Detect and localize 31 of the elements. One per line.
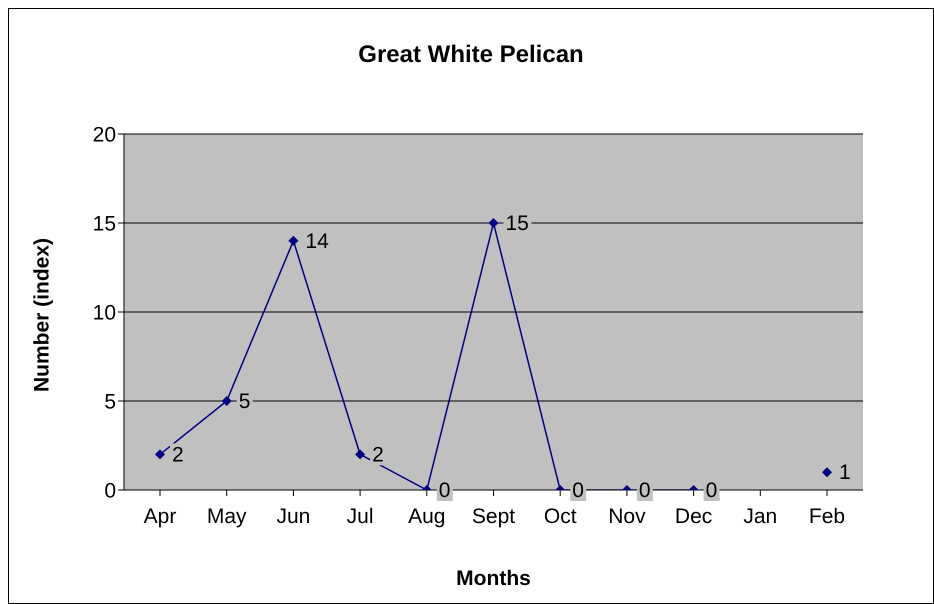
x-axis-title: Months	[456, 567, 531, 590]
data-label: 0	[638, 479, 651, 502]
x-tick-label: Jul	[346, 504, 374, 528]
point	[488, 218, 498, 228]
y-axis-title: Number (index)	[30, 238, 54, 392]
data-label: 2	[172, 443, 184, 466]
x-tick-label: Jan	[743, 504, 778, 528]
x-tick-label: Apr	[144, 504, 176, 528]
y-tick-label: 20	[92, 123, 116, 146]
data-label: 1	[839, 461, 851, 484]
data-label: 0	[438, 479, 450, 502]
x-tick-label: Oct	[544, 504, 577, 528]
x-tick-label: May	[206, 504, 248, 528]
y-tick-label: 0	[104, 479, 116, 502]
y-tick-label: 5	[104, 390, 116, 414]
x-tick-label: Jun	[276, 504, 310, 528]
data-label: 15	[506, 212, 529, 235]
y-tick-label: 15	[92, 212, 116, 236]
x-tick-label: Dec	[674, 504, 712, 528]
data-label: 14	[305, 230, 330, 253]
data-label: 5	[238, 390, 250, 413]
data-label: 0	[706, 479, 718, 502]
y-tick-label: 10	[92, 301, 116, 324]
data-label: 0	[572, 479, 584, 502]
x-tick-label: Feb	[808, 504, 846, 528]
point	[288, 236, 298, 246]
data-label: 2	[372, 443, 384, 466]
x-tick-label: Nov	[608, 504, 646, 528]
x-tick-label: Aug	[408, 504, 446, 528]
chart-title: Great White Pelican	[357, 41, 585, 69]
x-tick-label: Sept	[472, 504, 516, 528]
